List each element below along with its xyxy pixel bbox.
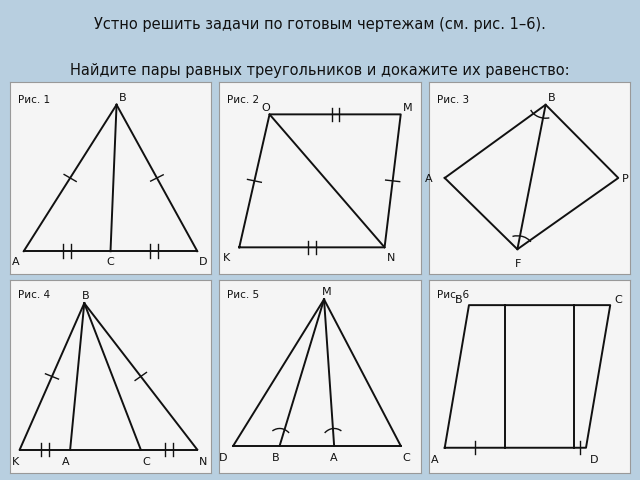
- Text: C: C: [143, 457, 150, 467]
- Text: N: N: [387, 253, 395, 263]
- Text: B: B: [455, 295, 463, 305]
- Text: A: A: [424, 174, 432, 184]
- Text: D: D: [590, 455, 598, 465]
- Text: Рис. 6: Рис. 6: [436, 290, 468, 300]
- Text: Рис. 3: Рис. 3: [436, 95, 468, 105]
- Text: M: M: [322, 288, 332, 298]
- Text: A: A: [12, 257, 19, 267]
- Text: M: M: [403, 103, 412, 112]
- Text: A: A: [431, 455, 438, 465]
- Text: Найдите пары равных треугольников и докажите их равенство:: Найдите пары равных треугольников и дока…: [70, 62, 570, 78]
- Text: D: D: [219, 453, 228, 463]
- Text: Рис. 5: Рис. 5: [227, 290, 259, 300]
- Text: Рис. 4: Рис. 4: [18, 290, 50, 300]
- Text: D: D: [199, 257, 208, 267]
- Text: A: A: [62, 457, 70, 467]
- Text: K: K: [12, 457, 19, 467]
- Text: C: C: [106, 257, 114, 267]
- Text: Рис. 1: Рис. 1: [18, 95, 50, 105]
- Text: P: P: [622, 174, 629, 184]
- Text: K: K: [223, 253, 230, 263]
- Text: F: F: [515, 259, 522, 269]
- Text: Рис. 2: Рис. 2: [227, 95, 259, 105]
- Text: B: B: [271, 453, 279, 463]
- Text: B: B: [83, 291, 90, 301]
- Text: O: O: [262, 103, 270, 112]
- Text: C: C: [403, 453, 410, 463]
- Text: A: A: [330, 453, 338, 463]
- Text: C: C: [614, 295, 622, 305]
- Text: B: B: [118, 93, 126, 103]
- Text: N: N: [199, 457, 207, 467]
- Text: B: B: [548, 93, 556, 103]
- Text: Устно решить задачи по готовым чертежам (см. рис. 1–6).: Устно решить задачи по готовым чертежам …: [94, 16, 546, 32]
